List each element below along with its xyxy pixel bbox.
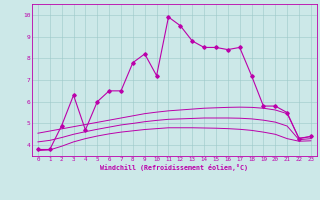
- X-axis label: Windchill (Refroidissement éolien,°C): Windchill (Refroidissement éolien,°C): [100, 164, 248, 171]
